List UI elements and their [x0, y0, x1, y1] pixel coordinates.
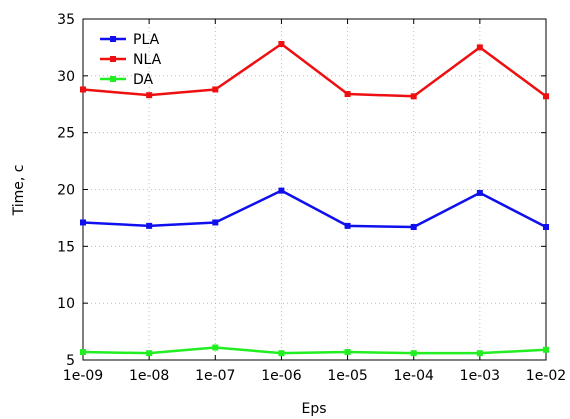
data-point-nla: [476, 44, 483, 51]
legend-label-nla: NLA: [133, 52, 162, 68]
data-point-pla: [212, 219, 219, 226]
data-point-nla: [543, 93, 549, 100]
series-group: [80, 41, 549, 357]
y-tick-label: 10: [57, 296, 75, 312]
y-tick-label: 5: [66, 353, 75, 369]
y-tick-label: 30: [57, 69, 75, 85]
series-line-da: [82, 346, 547, 355]
axis-ticks: 1e-09 1e-08 1e-07 1e-06 1e-05 1e-04 1e-03 1e-02…: [57, 12, 566, 384]
x-tick-label: 1e-08: [129, 368, 169, 384]
data-point-pla: [278, 187, 285, 194]
data-point-da: [543, 346, 549, 353]
grid: [83, 19, 546, 360]
data-point-pla: [80, 219, 86, 226]
x-axis-title: Eps: [301, 401, 326, 417]
data-point-da: [344, 349, 351, 356]
data-point-nla: [344, 91, 351, 98]
data-point-da: [146, 350, 153, 357]
x-tick-label: 1e-03: [460, 368, 500, 384]
data-point-pla: [543, 224, 549, 231]
x-tick-label: 1e-04: [394, 368, 434, 384]
data-point-pla: [410, 224, 417, 231]
y-tick-label: 35: [57, 12, 75, 28]
data-point-nla: [410, 93, 417, 100]
data-point-da: [278, 350, 285, 357]
data-point-pla: [344, 222, 351, 229]
data-point-pla: [476, 189, 483, 196]
data-point-pla: [146, 222, 153, 229]
data-point-da: [476, 350, 483, 357]
x-tick-label: 1e-06: [261, 368, 301, 384]
x-tick-label: 1e-07: [195, 368, 235, 384]
x-tick-label: 1e-09: [63, 368, 103, 384]
data-point-da: [212, 344, 219, 351]
data-point-nla: [146, 92, 153, 99]
y-tick-label: 20: [57, 183, 75, 199]
data-point-nla: [212, 86, 219, 93]
legend-label-pla: PLA: [133, 32, 160, 48]
x-tick-label: 1e-05: [327, 368, 367, 384]
data-point-nla: [80, 86, 86, 93]
legend-marker-nla: [110, 56, 116, 62]
data-point-da: [410, 350, 417, 357]
y-tick-label: 25: [57, 126, 75, 142]
series-line-nla: [82, 42, 547, 98]
legend: PLA NLA DA: [100, 32, 162, 88]
y-tick-label: 15: [57, 239, 75, 255]
y-axis-title: Time, c: [11, 165, 27, 217]
data-point-nla: [278, 41, 285, 48]
x-tick-label: 1e-02: [526, 368, 566, 384]
legend-marker-da: [110, 76, 116, 82]
legend-marker-pla: [110, 36, 116, 42]
series-line-pla: [82, 189, 547, 229]
data-point-da: [80, 349, 86, 356]
legend-label-da: DA: [133, 72, 154, 88]
